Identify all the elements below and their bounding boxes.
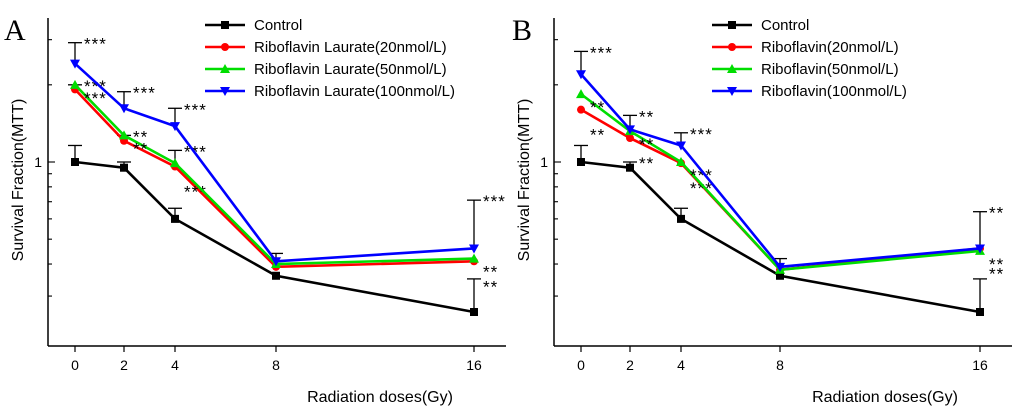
panel-a-series-3-point-2 [119, 104, 129, 114]
panel-a-significance-stars: *** [84, 89, 107, 108]
panel-a-series-2-point-16 [469, 253, 479, 263]
panel-b-series-3-point-0 [576, 70, 586, 80]
panel-b-series-2-point-0 [576, 89, 586, 99]
panel-b-series-3-point-4 [676, 141, 686, 151]
panel-a-legend-label-1: Riboflavin Laurate(20nmol/L) [254, 39, 447, 56]
panel-a-series-2-point-4 [170, 158, 180, 168]
panel-a-x-tick-label-16: 16 [466, 357, 482, 373]
panel-b-series-0-point-0 [577, 158, 585, 166]
panel-b-series-1-point-0 [577, 105, 585, 114]
panel-b-series-0-point-16 [976, 308, 984, 316]
panel-b-significance-stars: ** [989, 264, 1004, 283]
panel-b-series-3-point-16 [975, 244, 985, 254]
panel-a-legend-marker-0 [221, 21, 229, 29]
panel-b-legend-marker-0 [728, 21, 736, 29]
panel-a-x-ticks: 0 2 4 8 16 [71, 346, 482, 373]
panel-b-significance-stars: ** [590, 98, 605, 117]
panel-b-significance-stars: ** [989, 204, 1004, 223]
panel-a-series-3-point-4 [170, 122, 180, 132]
panel-b-significance-stars: *** [590, 43, 613, 62]
panel-a-series-0-point-16 [470, 308, 478, 316]
panel-b-legend-label-1: Riboflavin(20nmol/L) [761, 39, 899, 56]
panel-a-x-tick-label-4: 4 [171, 357, 179, 373]
panel-a-x-tick-label-0: 0 [71, 357, 79, 373]
panel-a-legend-label-2: Riboflavin Laurate(50nmol/L) [254, 61, 447, 78]
panel-b-series-0-point-4 [677, 214, 685, 223]
panel-a-plot-area: *************** ***************** [68, 35, 506, 316]
panel-b-x-tick-label-8: 8 [776, 357, 784, 373]
panel-b-legend-label-3: Riboflavin(100nmol/L) [761, 83, 907, 100]
panel-a-significance-stars: *** [483, 192, 506, 211]
panel-a-x-tick-label-8: 8 [272, 357, 280, 373]
panel-a-legend: Control Riboflavin Laurate(20nmol/L) Ribof… [205, 17, 455, 100]
panel-a-series-0-point-0 [71, 158, 79, 166]
panel-b-plot-area: **************************** [574, 43, 1004, 316]
panel-a: A Survival Fraction(MTT) Radiation doses… [4, 14, 506, 406]
panel-a-significance-stars: *** [84, 35, 107, 54]
panel-b-legend-label-0: Control [761, 17, 809, 34]
panel-b-y-axis-title: Survival Fraction(MTT) [516, 99, 533, 262]
panel-b-y-tick-label-1: 1 [540, 154, 548, 170]
panel-b-significance-stars: ** [639, 107, 654, 126]
panel-a-y-tick-label-1: 1 [34, 154, 42, 170]
panel-b-x-tick-label-2: 2 [626, 357, 634, 373]
panel-b-x-ticks: 0 2 4 8 16 [577, 346, 988, 373]
panel-a-legend-marker-2 [220, 64, 230, 73]
panel-b-series-0-point-2 [626, 163, 634, 172]
panel-a-series-0-point-2 [120, 163, 128, 172]
panel-a-series-2-point-2 [119, 130, 129, 140]
panel-a-significance-stars: *** [184, 100, 207, 119]
panel-a-series-3-point-8 [271, 257, 281, 267]
panel-b-x-tick-label-4: 4 [677, 357, 685, 373]
panel-a-y-axis-title: Survival Fraction(MTT) [10, 99, 27, 262]
panel-b-significance-stars: ** [639, 154, 654, 173]
panel-a-x-tick-label-2: 2 [120, 357, 128, 373]
panel-b-significance-stars: ** [989, 255, 1004, 274]
panel-a-significance-stars: ** [133, 139, 148, 158]
panel-b-significance-stars: *** [690, 125, 713, 144]
panel-b-series-0-point-8 [776, 271, 784, 280]
panel-a-series-3-point-0 [70, 59, 80, 69]
panel-a-significance-stars: ** [483, 277, 498, 296]
panel-b-significance-stars: ** [639, 135, 654, 154]
panel-a-legend-marker-3 [220, 87, 230, 96]
panel-a-letter: A [4, 14, 26, 47]
panel-b-series-2-point-4 [676, 157, 686, 166]
panel-b-x-tick-label-0: 0 [577, 357, 585, 373]
panel-a-series-2-point-0 [70, 79, 80, 89]
panel-b-legend: Control Riboflavin(20nmol/L) Riboflavin(50… [712, 17, 907, 100]
panel-b-letter: B [512, 14, 532, 47]
panel-a-legend-label-3: Riboflavin Laurate(100nmol/L) [254, 83, 455, 100]
panel-b-legend-label-2: Riboflavin(50nmol/L) [761, 61, 899, 78]
panel-a-significance-stars: *** [84, 77, 107, 96]
panel-a-legend-label-0: Control [254, 17, 302, 34]
panel-b-y-ticks: 1 [540, 39, 561, 297]
panel-a-y-ticks: 1 [34, 39, 55, 297]
panel-b-significance-stars: *** [690, 166, 713, 185]
panel-b-legend-marker-1 [728, 43, 736, 51]
panel-b-legend-marker-2 [727, 64, 737, 73]
panel-b-legend-marker-3 [727, 87, 737, 96]
panel-b-series-3-point-2 [625, 125, 635, 135]
panel-b-series-line-0 [580, 160, 981, 314]
panel-a-significance-stars: *** [133, 84, 156, 103]
panel-b: B Survival Fraction(MTT) Radiation doses… [512, 14, 1012, 406]
panel-a-x-axis-title: Radiation doses(Gy) [307, 389, 453, 406]
panel-b-series-3-point-8 [775, 262, 785, 272]
panel-b-significance-stars: *** [690, 179, 713, 198]
panel-a-series-0-point-8 [272, 271, 280, 280]
panel-a-significance-stars: ** [483, 263, 498, 282]
panel-a-series-line-0 [74, 160, 475, 314]
panel-a-series-3-point-16 [469, 244, 479, 254]
panel-a-series-0-point-4 [171, 214, 179, 223]
panel-b-x-tick-label-16: 16 [972, 357, 988, 373]
panel-b-x-axis-title: Radiation doses(Gy) [812, 389, 958, 406]
panel-b-series-1-point-2 [626, 134, 634, 143]
panel-b-significance-stars: ** [590, 126, 605, 145]
panel-a-legend-marker-1 [221, 43, 229, 51]
